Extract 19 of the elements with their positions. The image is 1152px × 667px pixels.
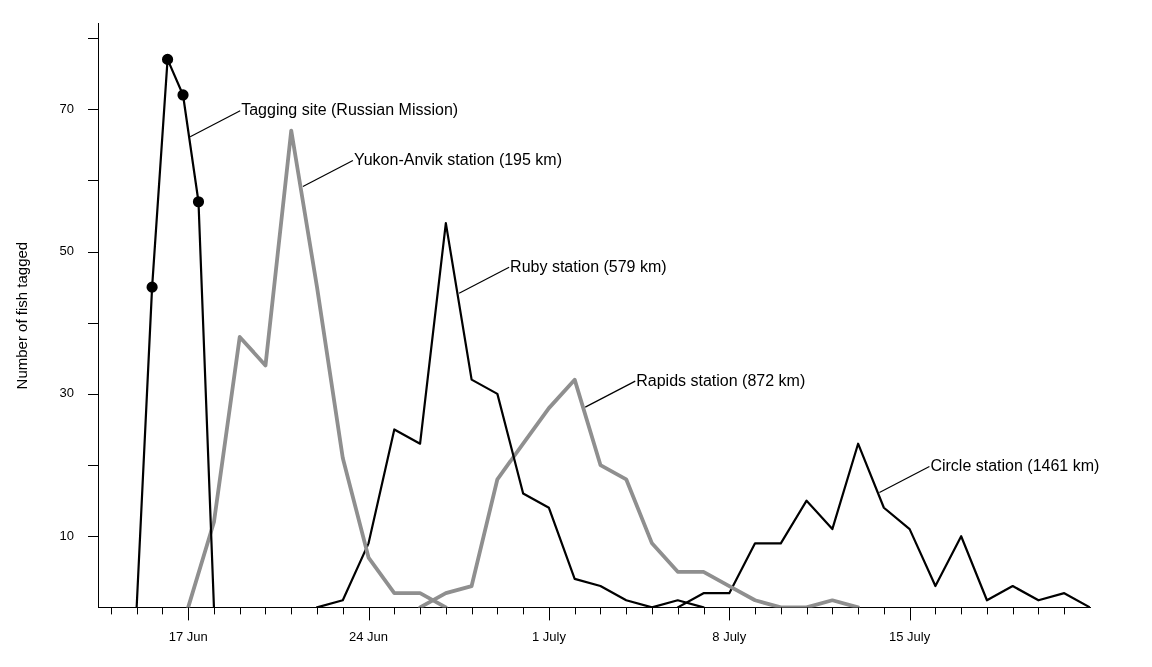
y-tick-label: 50 [59,243,74,259]
y-axis-title: Number of fish tagged [13,241,31,390]
annotation: Tagging site (Russian Mission) [241,101,459,119]
annotation: Rapids station (872 km) [636,371,806,389]
annotation: Ruby station (579 km) [510,257,667,275]
annotation: Circle station (1461 km) [930,456,1100,474]
point [161,53,174,65]
x-tick-label: 17 Jun [168,628,208,644]
y-tick-label: 10 [59,527,74,543]
point [192,196,205,208]
point [177,89,189,101]
annotation: Yukon-Anvik station (195 km) [353,150,562,168]
x-tick-label: 8 July [712,628,747,644]
x-tick-label: 1 July [531,628,567,644]
point [146,281,158,293]
y-tick-label: 70 [59,100,74,116]
x-tick-label: 24 Jun [349,628,389,644]
y-tick-label: 30 [59,385,74,401]
x-tick-label: 15 July [889,628,931,644]
